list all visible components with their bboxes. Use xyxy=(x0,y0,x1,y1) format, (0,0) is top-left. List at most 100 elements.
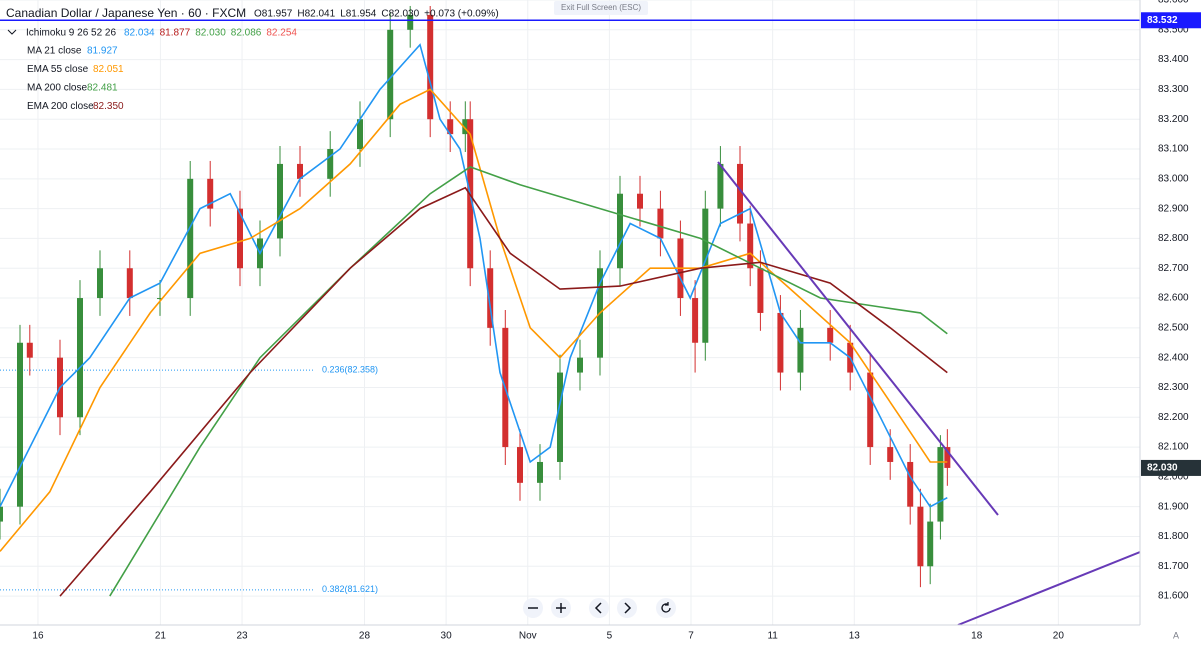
last-price-label: 82.030 xyxy=(1147,463,1178,474)
y-tick-label: 83.300 xyxy=(1158,84,1189,95)
exit-text[interactable]: Exit Full Screen (ESC) xyxy=(561,3,641,12)
nav-buttons xyxy=(523,598,676,618)
y-tick-label: 81.800 xyxy=(1158,531,1189,542)
plot xyxy=(0,5,1140,597)
candle-body xyxy=(517,447,523,483)
trend-line xyxy=(957,547,1151,626)
ohlc: O81.957 H82.041 L81.954 C82.030 +0.073 (+0.0… xyxy=(254,9,499,20)
legend-name: EMA 55 close xyxy=(27,64,89,75)
time-axis xyxy=(0,625,1140,652)
legend-name: MA 200 close xyxy=(27,83,87,94)
candle-body xyxy=(777,312,784,373)
scroll-right[interactable] xyxy=(617,598,637,618)
candle-body xyxy=(237,208,243,269)
left-icon xyxy=(594,602,602,614)
legend-name: MA 21 close xyxy=(27,46,82,57)
candle-body xyxy=(702,208,709,343)
candle-body xyxy=(827,327,834,343)
legend-value: 81.927 xyxy=(87,46,118,57)
candle-body xyxy=(277,163,283,239)
x-tick-label: 30 xyxy=(441,631,453,642)
candle-body xyxy=(927,521,934,567)
candle-body xyxy=(657,208,664,239)
indicator-line xyxy=(109,166,948,597)
candle-body xyxy=(427,14,434,120)
y-tick-label: 82.700 xyxy=(1158,263,1189,274)
y-tick-label: 82.500 xyxy=(1158,322,1189,333)
candle-body xyxy=(26,342,33,358)
candle-body xyxy=(157,298,163,300)
candle-body xyxy=(327,149,334,179)
y-tick-label: 83.500 xyxy=(1158,24,1189,35)
legend-value: 82.350 xyxy=(93,101,124,112)
candle-body xyxy=(757,268,764,313)
y-tick-label: 82.100 xyxy=(1158,442,1189,453)
candle-body xyxy=(407,14,414,30)
auto-scale[interactable]: A xyxy=(1173,630,1179,640)
candle-body xyxy=(867,372,874,448)
ohlc-value: H82.041 xyxy=(297,9,335,20)
y-tick-label: 81.700 xyxy=(1158,561,1189,572)
reset[interactable] xyxy=(656,598,676,618)
candle-body xyxy=(917,506,924,567)
candle-body xyxy=(207,178,214,209)
y-tick-label: 82.800 xyxy=(1158,233,1189,244)
x-tick-label: 13 xyxy=(849,631,861,642)
candle-body xyxy=(487,268,494,328)
x-tick-label: 16 xyxy=(32,631,44,642)
candle-body xyxy=(637,193,643,209)
scroll-left[interactable] xyxy=(589,598,609,618)
y-tick-label: 81.600 xyxy=(1158,591,1189,602)
x-tick-label: 20 xyxy=(1053,631,1065,642)
x-tick-label: 5 xyxy=(607,631,613,642)
axes: 83.600 83.500 83.400 83.300 83.200 83.100 83.0… xyxy=(32,0,1201,642)
y-tick-label: 83.000 xyxy=(1158,173,1189,184)
y-tick-label: 83.200 xyxy=(1158,114,1189,125)
ohlc-value: O81.957 xyxy=(254,9,293,20)
x-tick-label: Nov xyxy=(519,631,537,642)
plus-icon xyxy=(556,603,566,613)
candle-body xyxy=(187,178,194,299)
right-icon xyxy=(624,602,632,614)
candle-body xyxy=(937,447,944,522)
x-tick-label: 7 xyxy=(688,631,694,642)
candle-body xyxy=(907,461,914,507)
candle-body xyxy=(692,298,699,343)
y-tick-label: 83.600 xyxy=(1158,0,1189,6)
ichimoku-name: Ichimoku 9 26 52 26 xyxy=(26,28,116,39)
x-tick-label: 21 xyxy=(155,631,167,642)
indicator-line xyxy=(59,186,948,597)
candle-body xyxy=(0,506,3,522)
exit-button[interactable] xyxy=(554,1,648,15)
candle-body xyxy=(797,327,804,373)
candle-body xyxy=(577,357,583,373)
y-tick-label: 83.100 xyxy=(1158,144,1189,155)
ohlc-value: +0.073 (+0.09%) xyxy=(424,9,499,20)
candle-body xyxy=(717,163,724,209)
candle-body xyxy=(447,119,454,135)
y-tick-label: 82.000 xyxy=(1158,472,1189,483)
x-tick-label: 18 xyxy=(971,631,983,642)
legend-name: EMA 200 close xyxy=(27,101,94,112)
candle-body xyxy=(617,193,623,269)
x-tick-label: 28 xyxy=(359,631,371,642)
hline-price-box xyxy=(1141,12,1201,29)
x-tick-label: 11 xyxy=(767,631,778,642)
y-tick-label: 82.200 xyxy=(1158,412,1189,423)
legend: MA 21 close 81.927 EMA 55 close 82.051 MA 20… xyxy=(27,46,124,113)
legend-value: 82.481 xyxy=(87,83,118,94)
indicator-line xyxy=(0,43,948,508)
candle-body xyxy=(747,223,754,269)
ichimoku-value: 82.086 xyxy=(231,28,262,39)
ichimoku-values: 82.034 81.877 82.030 82.086 82.254 xyxy=(124,28,297,39)
legend-value: 82.051 xyxy=(93,64,124,75)
candle-body xyxy=(97,268,103,299)
chart-title: Canadian Dollar / Japanese Yen · 60 · FX… xyxy=(6,6,246,20)
y-tick-label: 82.400 xyxy=(1158,352,1189,363)
trend-line xyxy=(717,161,999,516)
ichimoku-value: 82.254 xyxy=(266,28,297,39)
candle-body xyxy=(387,29,394,120)
collapse-icon[interactable] xyxy=(7,29,17,35)
